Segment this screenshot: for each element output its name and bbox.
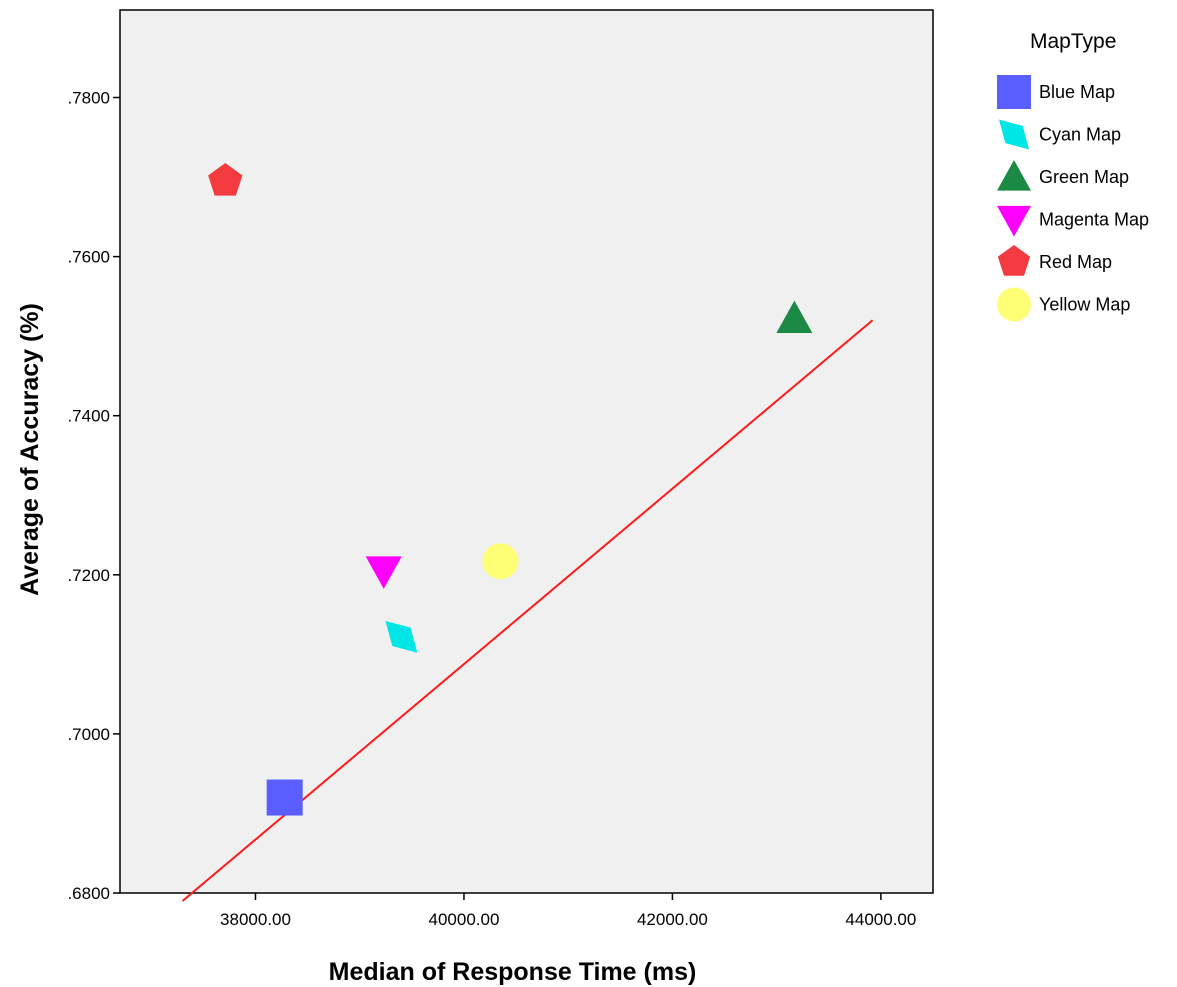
y-tick-label: .7400 (67, 407, 110, 426)
y-tick-label: .7800 (67, 89, 110, 108)
legend-marker-cyan-map (998, 119, 1030, 150)
legend-title: MapType (1030, 30, 1116, 53)
legend-marker-red-map (997, 245, 1031, 276)
y-axis-title: Average of Accuracy (%) (16, 303, 44, 596)
y-tick-label: .6800 (67, 884, 110, 903)
legend: MapType Blue Map Cyan Map Green Map Magenta… (997, 30, 1149, 322)
data-point-red-map (208, 163, 243, 196)
x-tick-label: 44000.00 (845, 910, 916, 929)
legend-marker-magenta-map (997, 205, 1031, 237)
data-point-magenta-map (365, 556, 402, 589)
x-tick-label: 40000.00 (429, 910, 500, 929)
legend-label-magenta-map: Magenta Map (1039, 210, 1149, 230)
data-point-blue-map (266, 779, 303, 816)
data-points (208, 163, 813, 816)
legend-marker-green-map (997, 160, 1031, 191)
legend-label-green-map: Green Map (1039, 167, 1129, 187)
x-axis: 38000.00 40000.00 42000.00 44000.00 (220, 893, 916, 929)
legend-marker-yellow-map (997, 287, 1031, 322)
legend-label-yellow-map: Yellow Map (1039, 295, 1130, 315)
y-axis: .6800 .7000 .7200 .7400 .7600 .7800 (67, 89, 120, 903)
legend-marker-blue-map (997, 75, 1031, 109)
data-point-green-map (776, 300, 813, 334)
legend-label-red-map: Red Map (1039, 252, 1112, 272)
y-tick-label: .7000 (67, 725, 110, 744)
data-point-cyan-map (385, 620, 418, 653)
y-tick-label: .7600 (67, 248, 110, 267)
legend-label-cyan-map: Cyan Map (1039, 125, 1121, 145)
y-tick-label: .7200 (67, 566, 110, 585)
legend-label-blue-map: Blue Map (1039, 82, 1115, 102)
x-axis-title: Median of Response Time (ms) (329, 958, 697, 986)
data-point-yellow-map (482, 543, 519, 580)
plot-area (119, 9, 934, 894)
x-tick-label: 42000.00 (637, 910, 708, 929)
x-tick-label: 38000.00 (220, 910, 291, 929)
